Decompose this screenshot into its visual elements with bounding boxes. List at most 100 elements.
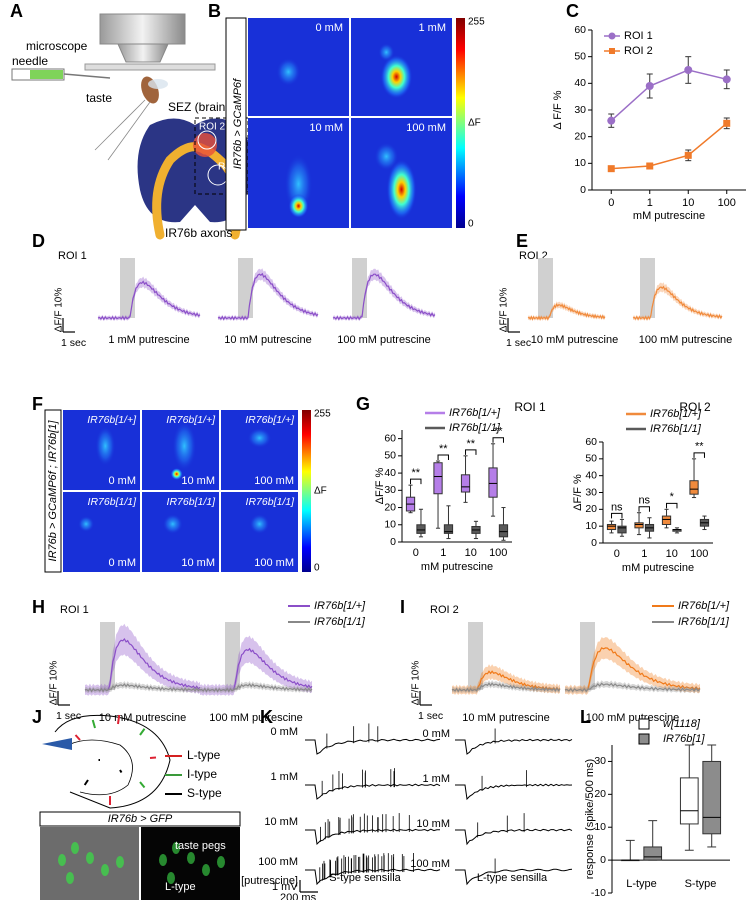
trace (564, 682, 701, 693)
label: L-type (165, 881, 196, 893)
label: IR76b[1/+] (166, 414, 216, 426)
gfp-cell (86, 852, 94, 864)
image-blob (95, 426, 116, 466)
point (607, 116, 616, 125)
series-line (611, 122, 728, 170)
significance-bracket (410, 478, 422, 485)
trace-band (333, 268, 435, 322)
recording (305, 738, 441, 755)
image-blob (249, 514, 270, 534)
y-axis-label: response (spike/500 ms) (584, 759, 596, 879)
legend-label: IR76b[1/+] (449, 407, 501, 419)
label: 255 (314, 409, 331, 420)
gfp-cell (116, 856, 124, 868)
label: 1 mM (419, 22, 447, 34)
significance-label: ** (411, 467, 420, 479)
y-tick-label: 20 (384, 501, 396, 513)
legend-label: ROI 1 (624, 30, 653, 42)
colorbar (456, 18, 465, 228)
x-tick-label: L-type (626, 878, 657, 890)
label: 100 mM putrescine (586, 712, 680, 724)
syringe-fluid (30, 70, 63, 79)
trace-band (200, 635, 312, 696)
label: I-type (187, 767, 217, 781)
label: SEZ (brain) (168, 100, 229, 114)
recording (305, 783, 441, 800)
label: IR76b[1/1] (167, 496, 217, 508)
chart-title: ROI 2 (679, 400, 711, 414)
trace (84, 683, 201, 693)
y-tick-label: 30 (594, 755, 606, 767)
series-line (610, 69, 727, 122)
point (684, 66, 693, 74)
microscope-body (99, 13, 186, 45)
y-tick-label: 20 (574, 130, 586, 142)
panel-letter: L (580, 707, 591, 727)
label: ROI 1 (60, 604, 89, 616)
significance-label: ** (466, 438, 475, 450)
label: IR76b[1/+] (314, 600, 366, 612)
fly-wing (148, 79, 168, 89)
label: ROI 2 (430, 604, 459, 616)
recording (305, 828, 441, 846)
x-axis-label: mM putrescine (421, 561, 493, 573)
sensillum (74, 734, 81, 741)
genotype-box (39, 811, 241, 827)
image-blob (374, 142, 399, 171)
significance-label: ns (638, 495, 650, 507)
sensillum (119, 769, 123, 774)
legend-marker (608, 32, 616, 40)
label: 100 mM putrescine (209, 712, 303, 724)
fly (141, 76, 159, 104)
gfp-cell (187, 852, 195, 864)
trace (632, 285, 723, 321)
point (646, 162, 654, 170)
stimulus-bar (225, 622, 240, 690)
significance-label: * (670, 491, 675, 503)
trace (332, 273, 436, 321)
label: IR76b > GCaMP6f ; IR76b[1] (47, 420, 59, 562)
sensillum (139, 728, 146, 736)
label: ΔF (314, 486, 327, 497)
label: 1 sec (506, 337, 531, 349)
genotype-box (44, 409, 62, 573)
significance-bracket (437, 454, 449, 461)
point (645, 82, 654, 90)
trace-band (98, 276, 200, 322)
label: 10 mM putrescine (99, 712, 186, 724)
image-blob (380, 54, 413, 99)
image-blob (78, 516, 95, 532)
significance-label: ** (439, 443, 448, 455)
sensillum (149, 756, 157, 759)
box (443, 524, 454, 534)
x-tick-label: 10 (666, 548, 678, 560)
image-blob (162, 514, 183, 534)
point (607, 165, 615, 173)
label: 0 (468, 219, 474, 230)
x-tick-label: 1 (641, 548, 647, 560)
label: L-type sensilla (477, 872, 548, 884)
roi-hot (193, 133, 217, 157)
legend-swatch (638, 733, 650, 745)
legend-label: IR76b[1] (663, 733, 706, 745)
panel-letter: A (10, 1, 23, 21)
stimulus-bar (120, 258, 135, 318)
gfp-cell (167, 872, 175, 884)
significance-bracket (465, 449, 477, 455)
legend-marker (609, 48, 615, 54)
label: 10 mM putrescine (224, 334, 311, 346)
label: 10 mM (416, 818, 450, 830)
box (606, 523, 617, 531)
label: 0 mM (316, 22, 344, 34)
box (498, 524, 509, 538)
label: 1 mM putrescine (108, 334, 189, 346)
roi-2 (197, 130, 217, 150)
x-tick-label: 10 (682, 197, 694, 209)
x-tick-label: 100 (489, 547, 507, 559)
label: 0 mM (109, 557, 137, 569)
panel-letter: J (32, 707, 42, 727)
point (722, 75, 731, 84)
label: 1 sec (61, 337, 86, 349)
